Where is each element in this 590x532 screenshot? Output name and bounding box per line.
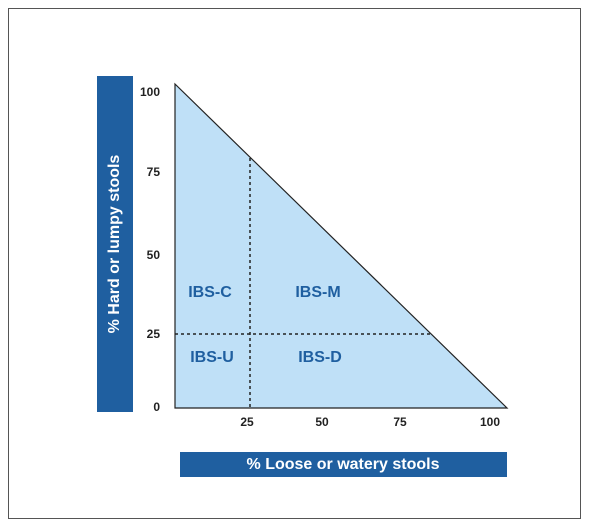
x-tick-label: 75 bbox=[393, 415, 407, 429]
x-tick-label: 100 bbox=[480, 415, 500, 429]
region-label: IBS-M bbox=[295, 284, 340, 301]
region-label: IBS-D bbox=[298, 349, 342, 366]
y-tick-label: 100 bbox=[140, 85, 160, 99]
x-tick-label: 50 bbox=[315, 415, 329, 429]
x-axis-title-box bbox=[180, 452, 507, 477]
y-tick-label: 75 bbox=[147, 165, 161, 179]
x-tick-label: 25 bbox=[240, 415, 254, 429]
x-axis-title: % Loose or watery stools bbox=[247, 456, 440, 473]
y-tick-label: 0 bbox=[153, 400, 160, 414]
y-tick-label: 25 bbox=[147, 327, 161, 341]
y-tick-label: 50 bbox=[147, 248, 161, 262]
y-axis-title-box bbox=[97, 76, 133, 412]
region-label: IBS-C bbox=[188, 284, 232, 301]
region-label: IBS-U bbox=[190, 349, 234, 366]
y-axis-title: % Hard or lumpy stools bbox=[106, 155, 123, 334]
triangle bbox=[174, 82, 509, 409]
